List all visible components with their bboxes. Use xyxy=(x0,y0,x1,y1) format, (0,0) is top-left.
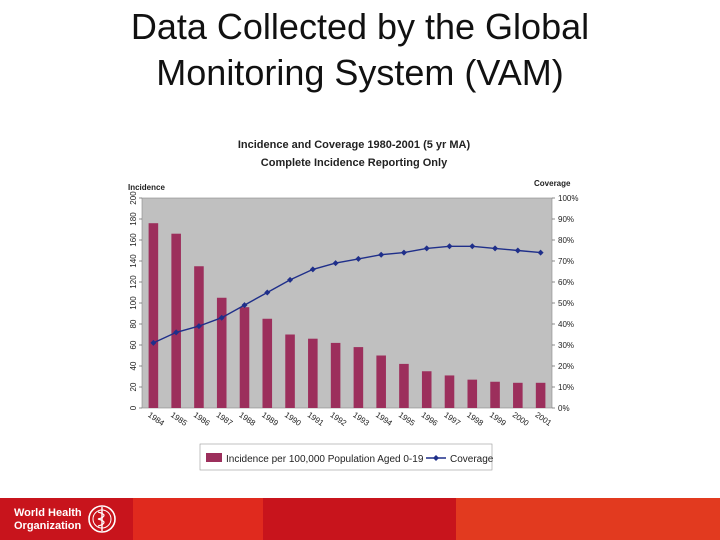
incidence-bar-1990 xyxy=(285,334,295,408)
right-tick-label: 60% xyxy=(558,278,574,287)
right-tick-label: 100% xyxy=(558,194,578,203)
left-tick-label: 60 xyxy=(129,340,138,349)
coverage-point-1990 xyxy=(287,276,294,283)
left-tick-label: 160 xyxy=(129,233,138,247)
slide-title-line-2: Monitoring System (VAM) xyxy=(156,52,564,93)
x-tick-label: 1993 xyxy=(351,410,371,428)
slide-title: Data Collected by the Global Monitoring … xyxy=(0,4,720,96)
x-tick-label: 1995 xyxy=(397,410,417,428)
x-tick-label: 1994 xyxy=(374,410,394,428)
incidence-bar-1998 xyxy=(467,379,478,408)
x-tick-label: 1999 xyxy=(488,410,508,428)
coverage-point-1985 xyxy=(173,329,180,336)
right-tick-label: 30% xyxy=(558,341,574,350)
incidence-bar-1991 xyxy=(308,338,318,408)
plot-area xyxy=(141,197,553,409)
footer-segment-light xyxy=(263,498,456,540)
coverage-point-1988 xyxy=(241,302,248,309)
x-tick-label: 1988 xyxy=(237,410,257,428)
incidence-bar-1994 xyxy=(376,355,386,408)
left-tick-label: 0 xyxy=(129,405,138,410)
coverage-point-1987 xyxy=(218,314,225,321)
coverage-point-2000 xyxy=(514,247,521,254)
coverage-point-1994 xyxy=(378,251,385,258)
incidence-bar-2001 xyxy=(535,382,546,408)
left-tick-label: 140 xyxy=(129,254,138,268)
chart-title: Incidence and Coverage 1980-2001 (5 yr M… xyxy=(238,139,471,151)
incidence-bar-1987 xyxy=(216,297,227,408)
coverage-point-2001 xyxy=(537,249,544,256)
coverage-point-1999 xyxy=(492,245,499,252)
coverage-point-1991 xyxy=(309,266,316,273)
incidence-bar-1996 xyxy=(421,371,432,408)
x-tick-label: 1990 xyxy=(283,410,303,428)
left-tick-label: 40 xyxy=(129,361,138,370)
who-logo-text: World Health Organization xyxy=(14,507,82,533)
incidence-bar-1984 xyxy=(148,223,159,408)
coverage-point-1997 xyxy=(446,243,453,250)
incidence-bar-1986 xyxy=(194,266,204,408)
coverage-line xyxy=(153,245,541,344)
left-axis-label: Incidence xyxy=(128,183,165,192)
left-tick-label: 200 xyxy=(129,191,138,205)
who-logo-line-1: World Health xyxy=(14,507,82,519)
x-tick-label: 1987 xyxy=(215,410,235,428)
legend-coverage-label: Coverage xyxy=(450,454,494,465)
x-tick-label: 1984 xyxy=(146,410,166,428)
right-tick-label: 50% xyxy=(558,299,574,308)
coverage-point-1986 xyxy=(195,323,202,330)
x-tick-label: 2001 xyxy=(533,410,553,428)
right-tick-label: 10% xyxy=(558,383,574,392)
incidence-bar-1989 xyxy=(262,318,273,408)
incidence-bar-1988 xyxy=(239,307,250,408)
x-tick-label: 1998 xyxy=(465,410,485,428)
incidence-coverage-chart: Incidence and Coverage 1980-2001 (5 yr M… xyxy=(128,139,578,471)
x-tick-label: 2000 xyxy=(511,410,531,428)
legend-coverage-marker xyxy=(433,455,439,461)
right-tick-label: 0% xyxy=(558,404,570,413)
right-axis-label: Coverage xyxy=(534,179,571,188)
coverage-point-1998 xyxy=(469,243,476,250)
legend-incidence-label: Incidence per 100,000 Population Aged 0-… xyxy=(226,454,424,465)
incidence-bar-1985 xyxy=(171,233,181,408)
x-tick-label: 1989 xyxy=(260,410,280,428)
left-tick-label: 120 xyxy=(129,275,138,289)
incidence-bar-2000 xyxy=(513,382,523,408)
coverage-point-1996 xyxy=(423,245,430,252)
slide-title-line-1: Data Collected by the Global xyxy=(130,6,590,47)
x-tick-label: 1997 xyxy=(442,410,462,428)
legend-box xyxy=(199,443,493,471)
right-tick-label: 80% xyxy=(558,236,574,245)
incidence-bar-1999 xyxy=(490,381,500,408)
x-tick-label: 1986 xyxy=(192,410,212,428)
right-tick-label: 90% xyxy=(558,215,574,224)
left-tick-label: 180 xyxy=(129,212,138,226)
footer-segment-right xyxy=(456,498,720,540)
x-tick-label: 1985 xyxy=(169,410,189,428)
chart-subtitle: Complete Incidence Reporting Only xyxy=(261,157,448,169)
x-tick-label: 1991 xyxy=(306,410,326,428)
who-logo-line-2: Organization xyxy=(14,520,82,532)
right-tick-label: 70% xyxy=(558,257,574,266)
legend-incidence-swatch xyxy=(206,453,222,462)
right-tick-label: 20% xyxy=(558,362,574,371)
coverage-point-1995 xyxy=(400,249,407,256)
left-tick-label: 80 xyxy=(129,319,138,328)
coverage-point-1992 xyxy=(332,260,339,267)
who-emblem-icon xyxy=(88,505,116,533)
coverage-point-1993 xyxy=(355,255,362,262)
x-tick-label: 1996 xyxy=(420,410,440,428)
footer-segment-mid xyxy=(133,498,263,540)
footer-bar xyxy=(0,498,720,540)
incidence-bar-1997 xyxy=(444,375,455,408)
incidence-bar-1993 xyxy=(353,347,364,408)
left-tick-label: 100 xyxy=(129,296,138,310)
incidence-bar-1995 xyxy=(399,363,409,408)
x-tick-label: 1992 xyxy=(328,410,348,428)
incidence-bar-1992 xyxy=(330,342,341,408)
left-tick-label: 20 xyxy=(129,382,138,391)
right-tick-label: 40% xyxy=(558,320,574,329)
coverage-point-1984 xyxy=(150,339,157,346)
coverage-point-1989 xyxy=(264,289,271,296)
